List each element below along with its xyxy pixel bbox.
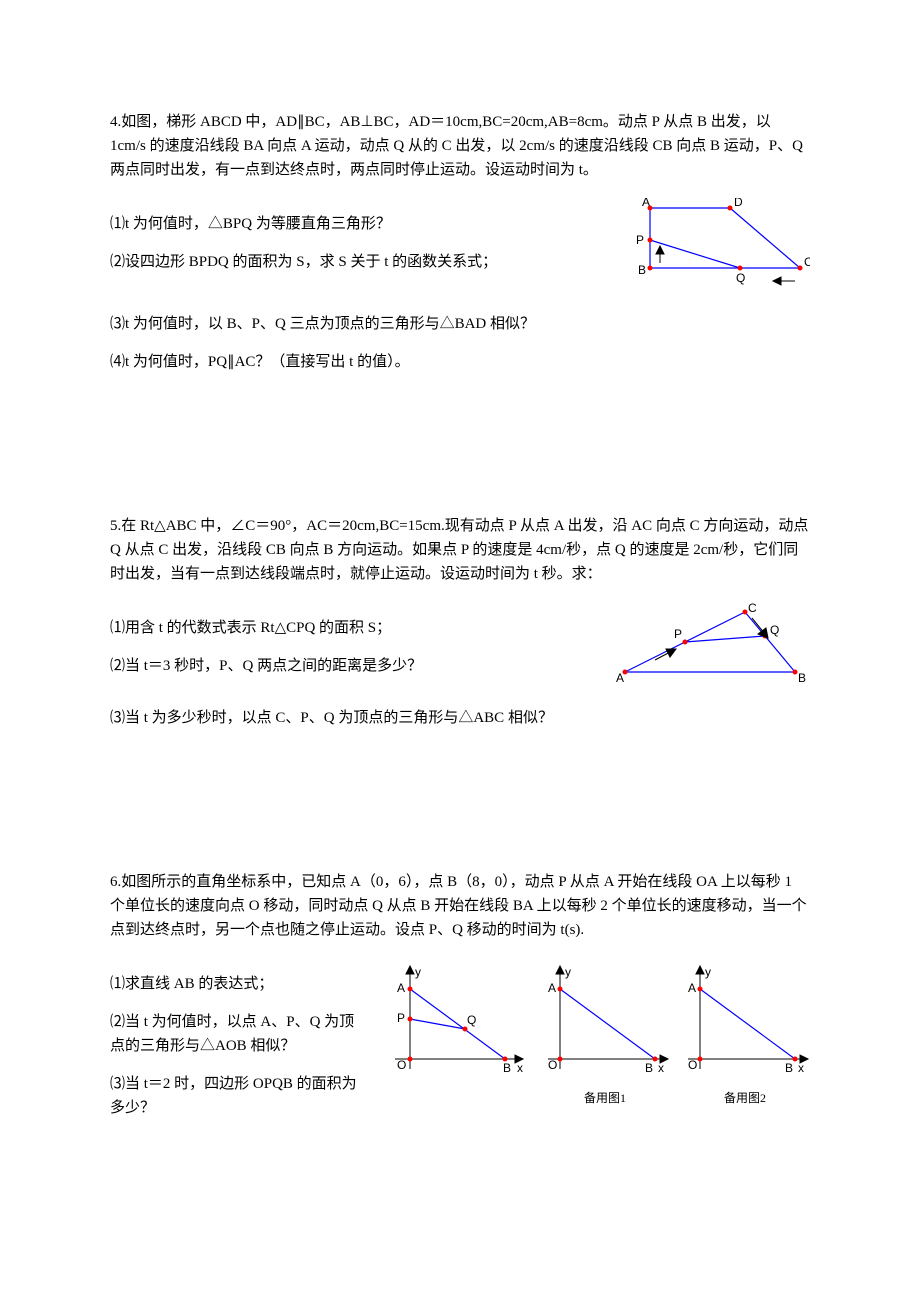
problem-5-q2: ⑵当 t＝3 秒时，P、Q 两点之间的距离是多少？ [110,654,590,678]
label-D: D [734,198,743,209]
problem-4-q4: ⑷t 为何值时，PQ∥AC？（直接写出 t 的值）。 [110,350,810,374]
problem-4: 4.如图，梯形 ABCD 中，AD∥BC，AB⊥BC，AD＝10cm,BC=20… [110,110,810,374]
label-B: B [638,263,646,277]
label-A: A [688,981,696,995]
label-P: P [636,233,644,247]
problem-4-text-col: ⑴t 为何值时，△BPQ 为等腰直角三角形？ ⑵设四边形 BPDQ 的面积为 S… [110,198,600,288]
label-C: C [748,602,757,615]
label-Q: Q [736,271,745,285]
page: 4.如图，梯形 ABCD 中，AD∥BC，AB⊥BC，AD＝10cm,BC=20… [0,0,920,1214]
label-P: P [397,1011,405,1025]
problem-4-q1: ⑴t 为何值时，△BPQ 为等腰直角三角形？ [110,212,600,236]
problem-4-row: ⑴t 为何值时，△BPQ 为等腰直角三角形？ ⑵设四边形 BPDQ 的面积为 S… [110,198,810,298]
problem-6-q1: ⑴求直线 AB 的表达式； [110,972,365,996]
problem-6-q2: ⑵当 t 为何值时，以点 A、P、Q 为顶点的三角形与△AOB 相似？ [110,1010,365,1058]
problem-5-q3: ⑶当 t 为多少秒时，以点 C、P、Q 为顶点的三角形与△ABC 相似？ [110,706,810,730]
ylabel: y [705,965,711,979]
ylabel: y [565,965,571,979]
label-A: A [642,198,650,209]
label-B: B [645,1061,653,1075]
problem-4-stem: 4.如图，梯形 ABCD 中，AD∥BC，AB⊥BC，AD＝10cm,BC=20… [110,110,810,182]
problem-6-row: ⑴求直线 AB 的表达式； ⑵当 t 为何值时，以点 A、P、Q 为顶点的三角形… [110,958,810,1134]
label-C: C [804,255,810,269]
label-B: B [785,1061,793,1075]
caption-fig2: 备用图1 [540,1089,670,1108]
label-O: O [397,1058,406,1072]
label-O: O [688,1058,697,1072]
problem-5-stem: 5.在 Rt△ABC 中，∠C＝90°，AC＝20cm,BC=15cm.现有动点… [110,514,810,586]
problem-6-q3: ⑶当 t＝2 时，四边形 OPQB 的面积为多少？ [110,1072,365,1120]
ylabel: y [415,965,421,979]
xlabel: x [658,1061,664,1075]
label-P: P [674,627,682,641]
label-A: A [616,671,624,685]
caption-fig3: 备用图2 [680,1089,810,1108]
xlabel: x [798,1061,804,1075]
problem-5-figure: A B C P Q [610,602,810,687]
problem-4-figure: A D B C P Q [620,198,810,298]
label-A: A [397,981,405,995]
xlabel: x [517,1061,523,1075]
label-Q: Q [770,623,779,637]
label-B: B [503,1061,511,1075]
problem-4-q2: ⑵设四边形 BPDQ 的面积为 S，求 S 关于 t 的函数关系式； [110,250,600,274]
problem-5: 5.在 Rt△ABC 中，∠C＝90°，AC＝20cm,BC=15cm.现有动点… [110,514,810,730]
coord-figure-2: y x O A B 备用图1 [540,964,670,1108]
problem-6: 6.如图所示的直角坐标系中，已知点 A（0，6），点 B（8，0），动点 P 从… [110,870,810,1134]
triangle-diagram: A B C P Q [610,602,810,687]
problem-5-q1: ⑴用含 t 的代数式表示 Rt△CPQ 的面积 S； [110,616,590,640]
label-Q: Q [467,1013,476,1027]
coord-figure-3: y x O A B 备用图2 [680,964,810,1108]
label-B: B [798,671,806,685]
coord-figure-1: y x O A B P Q [385,964,530,1108]
problem-6-text-col: ⑴求直线 AB 的表达式； ⑵当 t 为何值时，以点 A、P、Q 为顶点的三角形… [110,958,365,1134]
label-A: A [548,981,556,995]
problem-4-q3: ⑶t 为何值时，以 B、P、Q 三点为顶点的三角形与△BAD 相似？ [110,312,810,336]
problem-5-row: ⑴用含 t 的代数式表示 Rt△CPQ 的面积 S； ⑵当 t＝3 秒时，P、Q… [110,602,810,692]
label-O: O [548,1058,557,1072]
problem-6-figures: y x O A B P Q [385,958,810,1108]
problem-5-text-col: ⑴用含 t 的代数式表示 Rt△CPQ 的面积 S； ⑵当 t＝3 秒时，P、Q… [110,602,590,692]
problem-6-stem: 6.如图所示的直角坐标系中，已知点 A（0，6），点 B（8，0），动点 P 从… [110,870,810,942]
trapezoid-diagram: A D B C P Q [620,198,810,298]
